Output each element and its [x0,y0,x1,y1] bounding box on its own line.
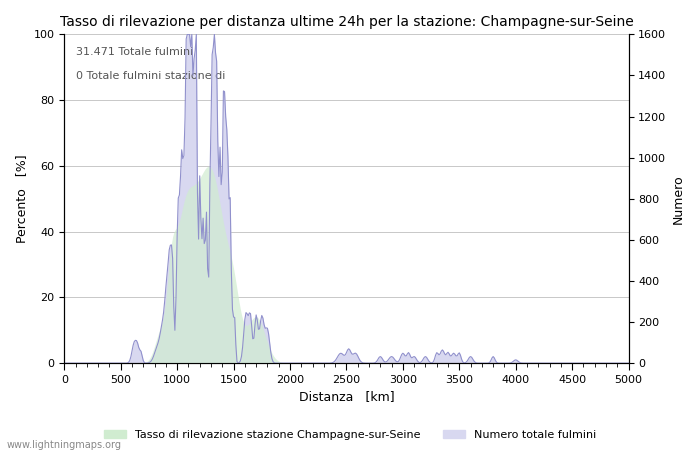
Y-axis label: Numero: Numero [672,174,685,224]
Y-axis label: Percento   [%]: Percento [%] [15,154,28,243]
Title: Tasso di rilevazione per distanza ultime 24h per la stazione: Champagne-sur-Sein: Tasso di rilevazione per distanza ultime… [60,15,634,29]
Text: www.lightningmaps.org: www.lightningmaps.org [7,440,122,450]
Text: 31.471 Totale fulmini: 31.471 Totale fulmini [76,48,192,58]
Text: 0 Totale fulmini stazione di: 0 Totale fulmini stazione di [76,71,225,81]
Legend: Tasso di rilevazione stazione Champagne-sur-Seine, Numero totale fulmini: Tasso di rilevazione stazione Champagne-… [99,426,601,445]
X-axis label: Distanza   [km]: Distanza [km] [299,391,394,404]
